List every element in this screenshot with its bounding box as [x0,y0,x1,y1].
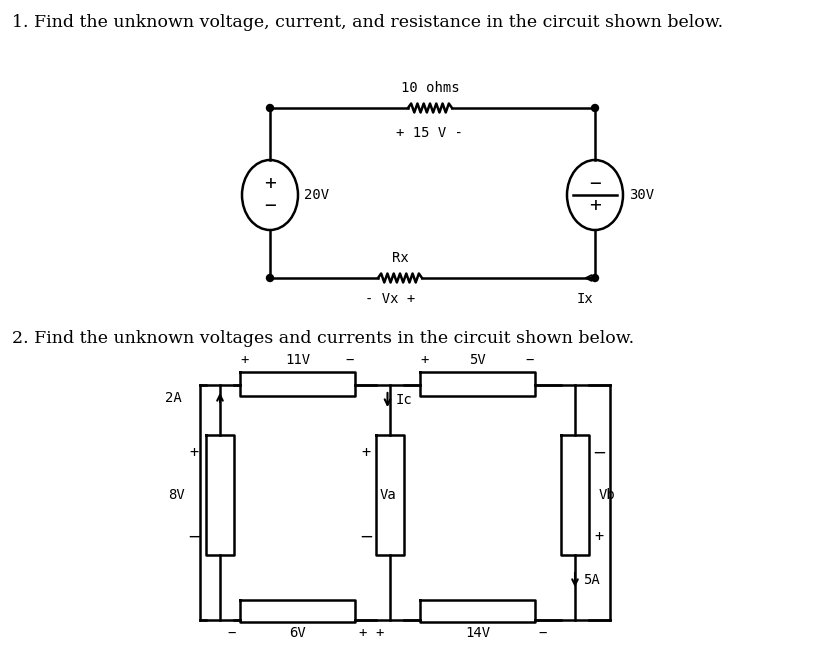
Text: +: + [241,353,249,367]
Text: +: + [264,175,276,193]
Text: 10 ohms: 10 ohms [401,81,459,95]
Text: +: + [376,626,384,640]
Text: - Vx +: - Vx + [365,292,415,306]
Text: +: + [589,195,601,214]
Text: 20V: 20V [304,188,329,202]
Text: 2A: 2A [165,391,182,404]
Text: 5A: 5A [583,573,600,587]
Text: Rx: Rx [392,251,408,265]
Text: +: + [358,626,368,640]
Text: +: + [362,446,371,461]
Text: −: − [359,528,373,546]
Text: 2. Find the unknown voltages and currents in the circuit shown below.: 2. Find the unknown voltages and current… [12,330,634,347]
Text: Ix: Ix [577,292,593,306]
Circle shape [591,275,599,281]
Text: 1. Find the unknown voltage, current, and resistance in the circuit shown below.: 1. Find the unknown voltage, current, an… [12,14,723,31]
Text: −: − [592,444,606,462]
Text: +: + [189,446,198,461]
Text: −: − [539,626,547,640]
Text: −: − [264,195,276,214]
Text: +: + [595,530,604,545]
Text: 8V: 8V [168,488,185,502]
Text: Vb: Vb [599,488,615,502]
Text: Va: Va [380,488,396,502]
Text: −: − [187,528,201,546]
Text: 14V: 14V [465,626,490,640]
Text: 11V: 11V [285,353,310,367]
Circle shape [267,275,273,281]
Text: 30V: 30V [629,188,654,202]
Text: + 15 V -: + 15 V - [396,126,463,140]
Text: −: − [526,353,534,367]
Text: +: + [420,353,430,367]
Text: 6V: 6V [289,626,306,640]
Text: −: − [346,353,354,367]
Text: 5V: 5V [469,353,486,367]
Text: −: − [589,175,601,193]
Text: Ic: Ic [396,393,412,407]
Text: −: − [228,626,236,640]
Circle shape [267,105,273,111]
Circle shape [591,105,599,111]
